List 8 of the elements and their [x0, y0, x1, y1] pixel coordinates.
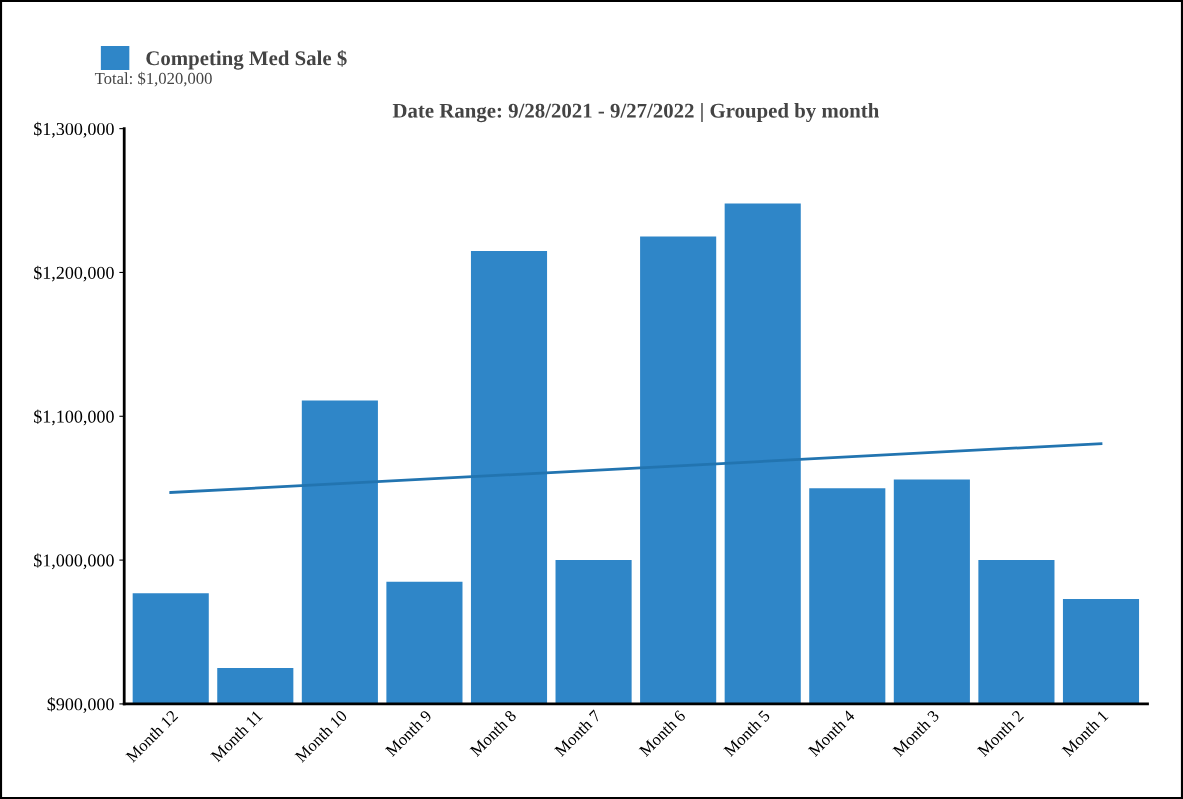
y-tick-label: $1,300,000 [34, 121, 114, 138]
y-tick-label: $900,000 [47, 697, 114, 713]
y-tick-label: $1,200,000 [34, 265, 114, 282]
y-tick-label: $1,000,000 [34, 553, 114, 570]
y-tick-label: $1,100,000 [34, 409, 114, 426]
chart-title: Date Range: 9/28/2021 - 9/27/2022 | Grouped by month [392, 103, 879, 123]
legend-label: Competing Med Sale $ [146, 49, 347, 70]
text: Total: $1,020,000 [94, 71, 212, 87]
